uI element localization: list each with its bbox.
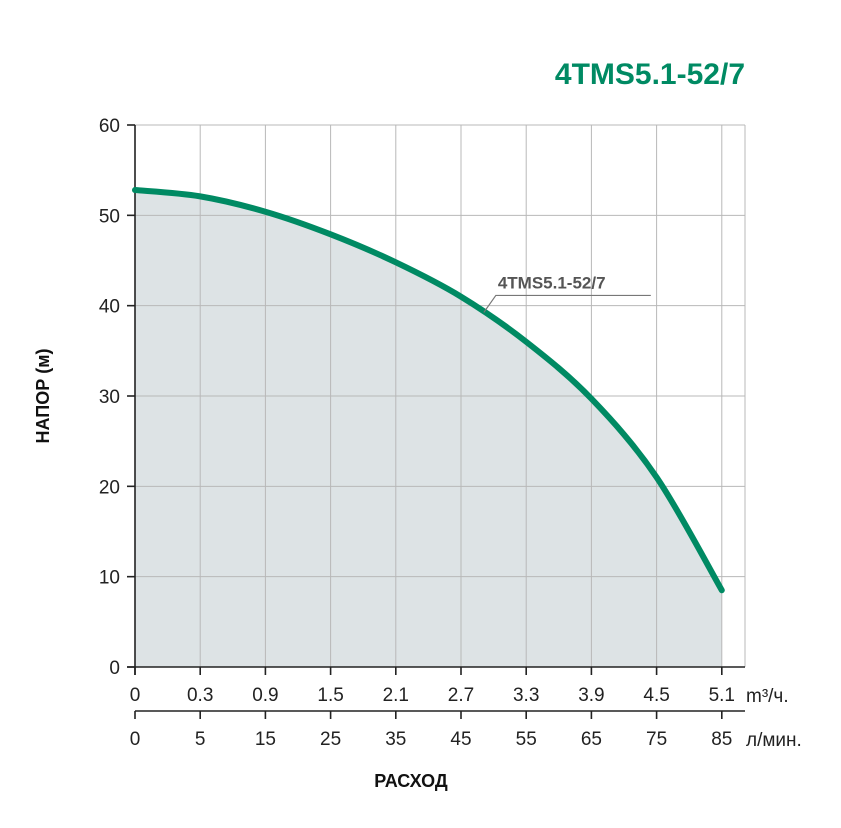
y-tick-label: 50 <box>99 206 120 227</box>
y-tick-label: 0 <box>109 658 120 679</box>
y-tick-label: 30 <box>99 387 120 408</box>
x-tick-label-m3h: 0 <box>130 685 141 706</box>
x-tick-label-m3h: 2.1 <box>383 685 409 706</box>
callout-label: 4TMS5.1-52/7 <box>498 273 606 292</box>
x-tick-label-lpm: 45 <box>450 729 471 750</box>
x-tick-labels-lpm: 0 5 15 25 35 45 55 65 75 85 <box>130 729 733 750</box>
x-tick-label-m3h: 0.3 <box>187 685 213 706</box>
series-callout: 4TMS5.1-52/7 <box>483 273 651 313</box>
y-tick-label: 60 <box>99 116 120 137</box>
x-tick-label-m3h: 5.1 <box>709 685 735 706</box>
x-tick-label-lpm: 25 <box>320 729 341 750</box>
plot-area <box>135 190 722 668</box>
y-tick-label: 20 <box>99 477 120 498</box>
x-unit-m3h: m³/ч. <box>746 686 789 707</box>
x-tick-label-m3h: 0.9 <box>252 685 278 706</box>
x-tick-label-lpm: 85 <box>711 729 732 750</box>
x-tick-label-m3h: 1.5 <box>317 685 343 706</box>
x-tick-label-lpm: 55 <box>516 729 537 750</box>
y-tick-label: 40 <box>99 297 120 318</box>
x-tick-label-lpm: 0 <box>130 729 141 750</box>
x-tick-label-m3h: 4.5 <box>643 685 669 706</box>
series-curve <box>132 187 725 594</box>
y-axis-title: НАПОР (м) <box>33 348 53 443</box>
x-unit-lpm: л/мин. <box>746 730 802 751</box>
x-tick-label-m3h: 3.3 <box>513 685 539 706</box>
x-axis-title: РАСХОД <box>374 771 448 791</box>
callout-leader <box>483 294 651 313</box>
x-tick-label-lpm: 35 <box>385 729 406 750</box>
x-tick-label-lpm: 65 <box>581 729 602 750</box>
grid-lines <box>134 124 746 668</box>
x-tick-labels-m3h: 0 0.3 0.9 1.5 2.1 2.7 3.3 3.9 4.5 5.1 <box>130 685 735 706</box>
x-tick-label-lpm: 75 <box>646 729 667 750</box>
y-tick-labels: 0 10 20 30 40 50 60 <box>99 116 120 679</box>
axes <box>127 124 745 719</box>
area-fill <box>135 190 722 668</box>
x-tick-label-lpm: 15 <box>255 729 276 750</box>
x-tick-label-lpm: 5 <box>195 729 206 750</box>
y-tick-label: 10 <box>99 568 120 589</box>
chart-title: 4TMS5.1-52/7 <box>555 58 745 91</box>
curve-layer <box>132 187 725 594</box>
x-tick-label-m3h: 2.7 <box>448 685 474 706</box>
x-tick-label-m3h: 3.9 <box>578 685 604 706</box>
